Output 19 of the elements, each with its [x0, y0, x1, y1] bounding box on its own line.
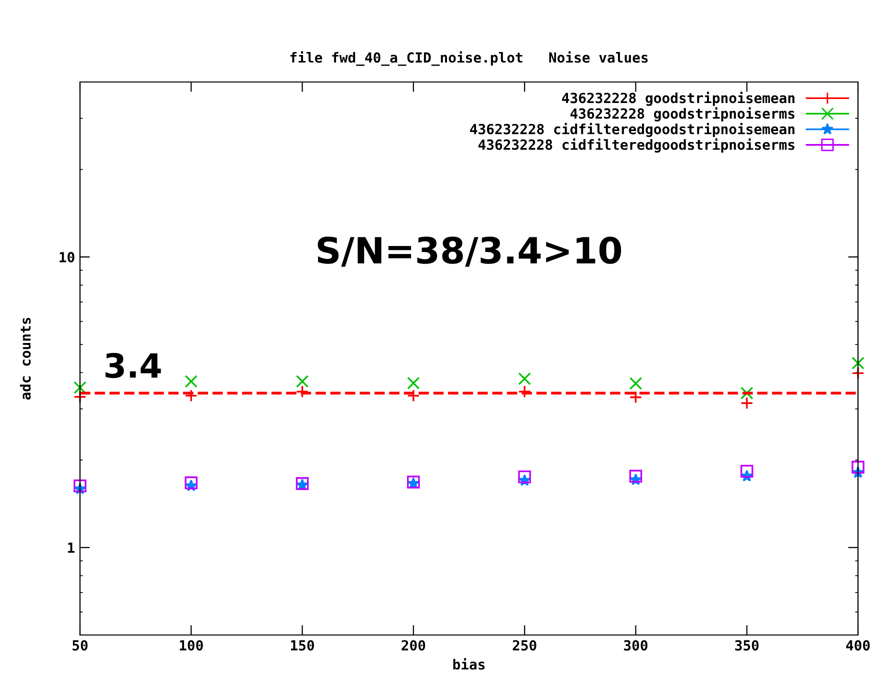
ref-line-label: 3.4 [106, 352, 161, 378]
y-tick-label: 1 [68, 542, 74, 553]
x-tick-label: 350 [735, 640, 759, 651]
legend-label: 436232228 cidfilteredgoodstripnoiserms [478, 138, 794, 153]
legend-label: 436232228 cidfilteredgoodstripnoisemean [470, 122, 794, 138]
x-tick-label: 150 [291, 640, 314, 651]
legend-label: 436232228 goodstripnoiserms [570, 107, 794, 122]
x-tick-label: 250 [512, 640, 536, 651]
x-tick-label: 100 [180, 640, 203, 651]
x-axis-title: bias [453, 658, 485, 670]
annotation: S/N=38/3.4>10 [318, 236, 622, 267]
legend-label: 436232228 goodstripnoisemean [562, 92, 794, 106]
y-tick-label: 10 [60, 252, 74, 262]
x-tick-label: 300 [624, 640, 648, 651]
x-tick-label: 200 [402, 640, 426, 651]
y-axis-title: adc counts [20, 318, 31, 400]
x-tick-label: 50 [72, 640, 88, 651]
chart-title: file fwd_40_a_CID_noise.plot Noise values [290, 51, 648, 66]
x-tick-label: 400 [846, 640, 870, 651]
